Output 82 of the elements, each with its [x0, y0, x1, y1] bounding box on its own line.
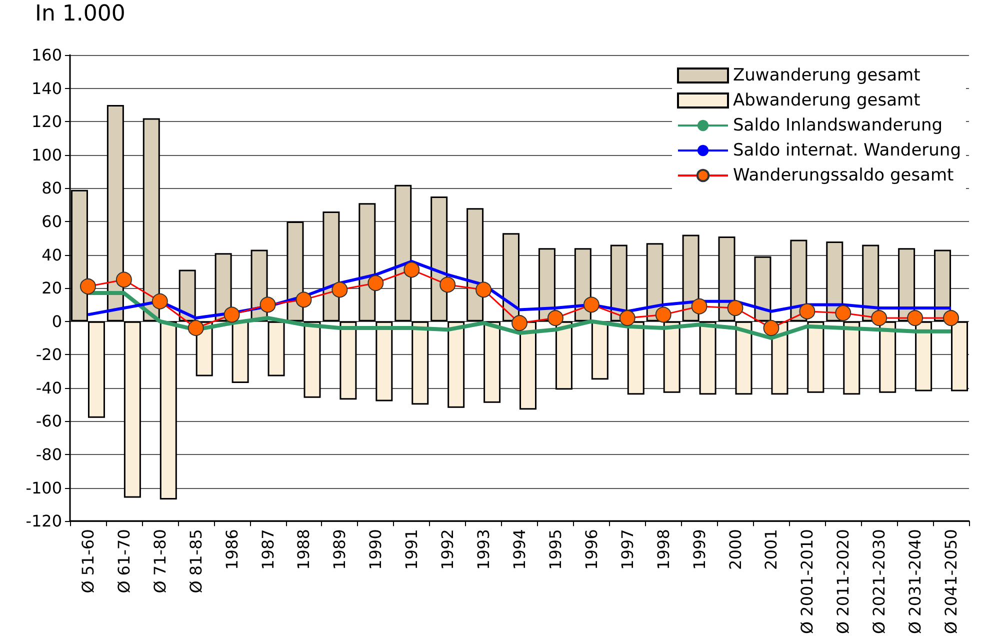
x-tick-label: 1994 [510, 529, 529, 570]
bar [340, 321, 357, 400]
y-tick-label: -40 [36, 378, 62, 398]
x-tick-label: 1993 [474, 529, 494, 570]
legend-label: Zuwanderung gesamt [733, 66, 921, 86]
x-tick-label: 1998 [654, 529, 673, 570]
x-tick-label: Ø 51-60 [78, 529, 98, 594]
bar [124, 321, 141, 498]
bar [304, 321, 321, 398]
bar [520, 321, 536, 410]
x-tick-label: 1987 [258, 529, 278, 570]
bar [591, 321, 608, 380]
bar [915, 321, 932, 392]
bar [502, 233, 520, 322]
bar [699, 321, 716, 395]
y-tick-label: 120 [31, 112, 62, 132]
y-axis-title: In 1.000 [35, 2, 126, 26]
x-tick-label: Ø 71-80 [150, 529, 170, 594]
x-tick-label: Ø 2041-2050 [942, 529, 961, 634]
bar [555, 321, 572, 390]
bar [754, 256, 772, 322]
bar [951, 321, 968, 392]
bar [160, 321, 177, 500]
x-tick-label: Ø 2031-2040 [906, 529, 925, 634]
y-tick-label: 40 [42, 245, 62, 264]
bar [610, 244, 628, 322]
y-tick-label: 20 [42, 278, 62, 298]
x-tick-label: 1992 [438, 529, 458, 570]
bar [448, 321, 465, 408]
bar [322, 211, 340, 322]
legend-label: Wanderungssaldo gesamt [733, 166, 954, 186]
bar [663, 321, 680, 393]
x-tick-label: 1995 [546, 529, 565, 570]
bar [394, 184, 412, 322]
x-tick-label: 1986 [222, 529, 242, 570]
y-tick-label: -120 [26, 512, 62, 531]
y-tick-label: -80 [36, 445, 62, 464]
y-tick-label: 140 [31, 78, 62, 98]
bar [286, 221, 304, 322]
bar [232, 321, 249, 383]
x-tick-label: 2000 [726, 529, 745, 570]
legend-label: Abwanderung gesamt [733, 90, 921, 110]
y-tick-label: 100 [31, 145, 62, 164]
x-tick-label: 1996 [582, 529, 601, 570]
x-tick-label: Ø 2021-2030 [870, 529, 889, 634]
bar [430, 196, 448, 322]
bar [88, 321, 105, 418]
bar [142, 118, 160, 322]
y-tick-label: -20 [36, 345, 62, 364]
bar [843, 321, 860, 395]
y-tick-label: 0 [52, 312, 62, 331]
x-tick-label: 2001 [762, 529, 781, 570]
legend-label: Saldo internat. Wanderung [733, 140, 961, 160]
x-tick-label: Ø 2001-2010 [798, 529, 817, 634]
bar [484, 321, 501, 403]
x-tick-label: 1997 [618, 529, 637, 570]
y-tick-label: -100 [26, 478, 62, 498]
y-tick-label: 80 [42, 178, 62, 198]
bar [376, 321, 393, 402]
y-tick-label: 60 [42, 212, 62, 231]
x-tick-label: 1990 [366, 529, 386, 570]
x-tick-label: Ø 2011-2020 [834, 529, 853, 634]
bar [412, 321, 429, 405]
bar [627, 321, 644, 395]
legend-label: Saldo Inlandswanderung [733, 116, 943, 136]
bar [735, 321, 752, 395]
x-tick-label: 1991 [402, 529, 422, 570]
y-tick-label: -60 [36, 412, 62, 431]
bar [358, 203, 376, 322]
bar [682, 234, 700, 322]
x-tick-label: 1989 [330, 529, 350, 570]
x-tick-label: Ø 81-85 [186, 529, 206, 594]
bar [106, 104, 124, 322]
x-tick-label: 1988 [294, 529, 314, 570]
bar [466, 208, 484, 322]
bar [178, 270, 196, 322]
bar [807, 321, 824, 393]
y-tick-label: 160 [31, 46, 62, 64]
bar [879, 321, 896, 393]
bar [268, 321, 285, 376]
x-tick-label: Ø 61-70 [114, 529, 134, 594]
x-tick-label: 1999 [690, 529, 709, 570]
